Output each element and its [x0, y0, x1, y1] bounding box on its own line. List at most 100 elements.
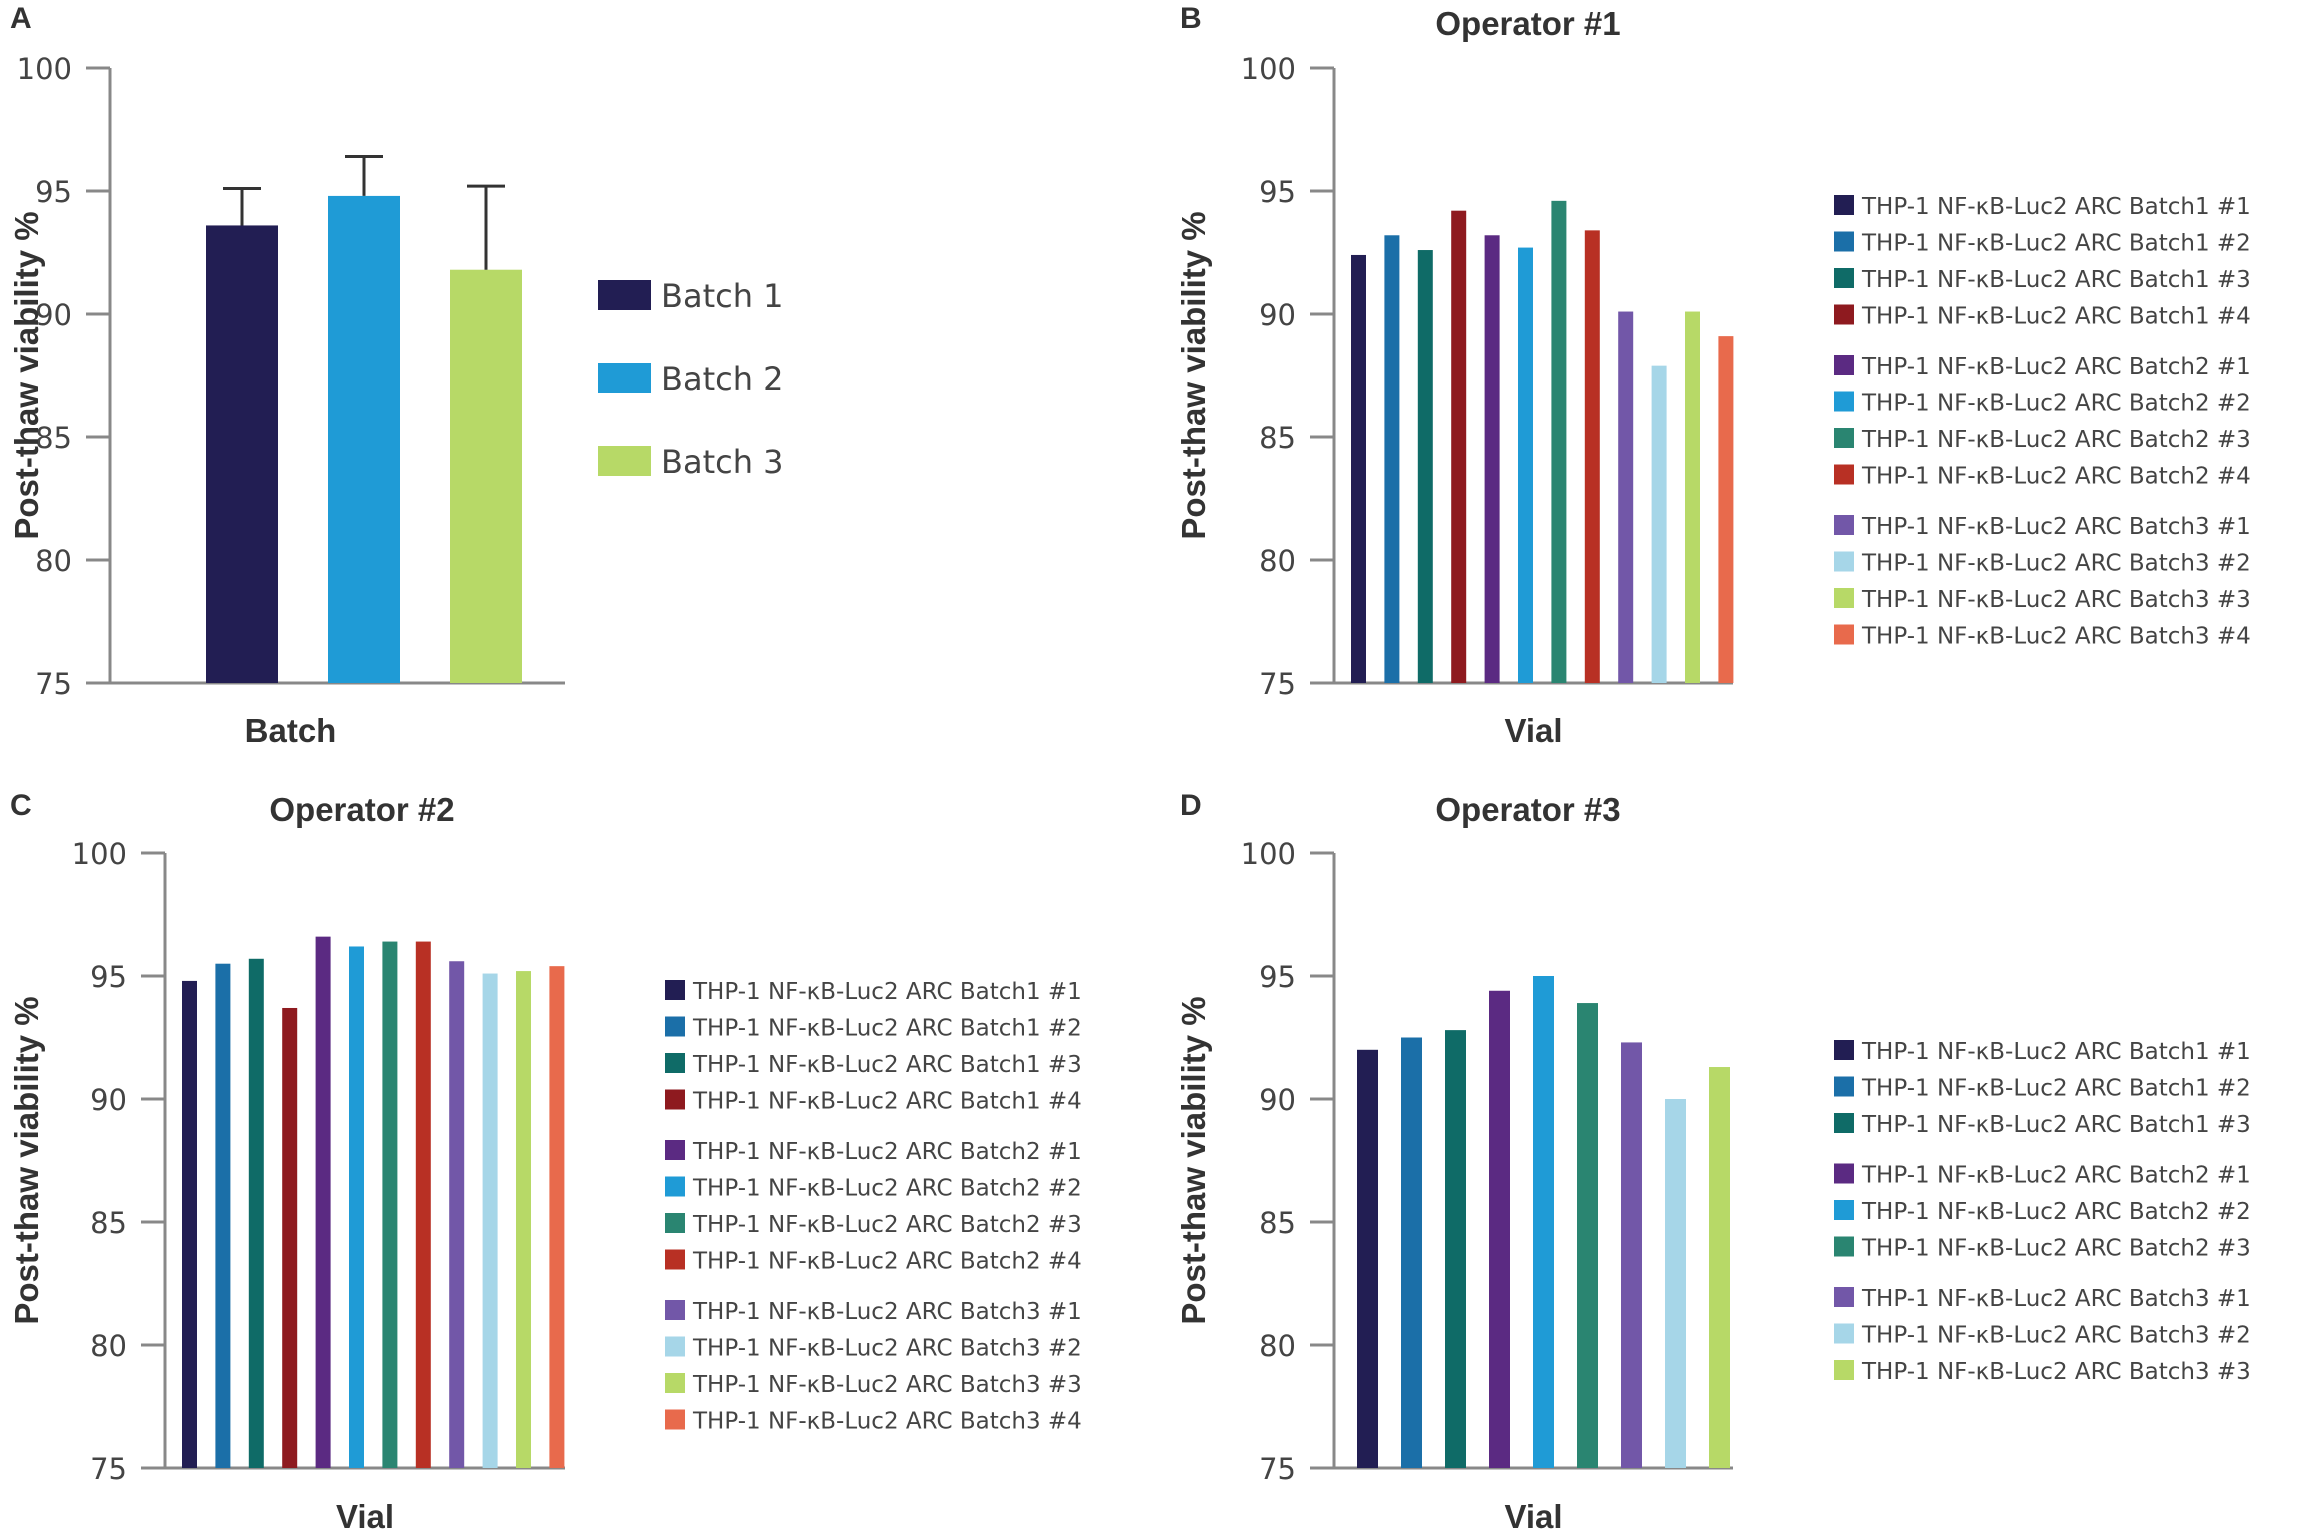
bar	[1489, 990, 1510, 1468]
legend-swatch	[1834, 195, 1854, 215]
legend-label: THP-1 NF-κB-Luc2 ARC Batch1 #4	[1861, 304, 2251, 330]
bar	[1718, 336, 1734, 683]
legend-label: THP-1 NF-κB-Luc2 ARC Batch2 #1	[692, 1139, 1082, 1165]
bar	[349, 946, 364, 1468]
bar	[1357, 1049, 1378, 1468]
y-tick-label: 95	[1259, 960, 1296, 994]
bar	[1351, 254, 1366, 683]
legend-label: THP-1 NF-κB-Luc2 ARC Batch3 #1	[692, 1299, 1082, 1325]
legend-label: THP-1 NF-κB-Luc2 ARC Batch1 #4	[692, 1089, 1082, 1115]
bar	[1484, 235, 1500, 683]
legend-label: THP-1 NF-κB-Luc2 ARC Batch2 #2	[1861, 391, 2251, 417]
y-tick-label: 75	[1259, 1452, 1296, 1486]
legend-label: THP-1 NF-κB-Luc2 ARC Batch1 #1	[1861, 1039, 2251, 1065]
panel-letter: A	[10, 2, 32, 35]
bar	[1577, 1003, 1598, 1468]
y-tick-label: 100	[17, 52, 72, 86]
y-tick-label: 100	[1241, 52, 1296, 86]
y-tick-label: 85	[35, 421, 72, 455]
bar	[328, 195, 400, 684]
legend: THP-1 NF-κB-Luc2 ARC Batch1 #1 THP-1 NF-κ…	[1834, 194, 2251, 650]
y-axis-label: Post-thaw viability %	[8, 996, 45, 1324]
legend-swatch	[1834, 551, 1854, 572]
legend-label: THP-1 NF-κB-Luc2 ARC Batch2 #2	[692, 1176, 1082, 1202]
y-tick-label: 90	[90, 1083, 127, 1117]
x-axis-label: Batch	[245, 712, 337, 749]
chart-panel-c: C Operator #2 75 80 85 90 95 100 Vial Post-thaw v…	[8, 789, 1082, 1535]
legend-label: THP-1 NF-κB-Luc2 ARC Batch1 #3	[1861, 1112, 2251, 1138]
y-tick-label: 95	[90, 960, 127, 994]
legend-swatch	[665, 1336, 685, 1357]
chart-panel-a: A 75 80 85 90 95 100 Batch Post-thaw viability %…	[8, 2, 784, 749]
bar	[415, 941, 431, 1468]
y-tick-label: 75	[1259, 667, 1296, 701]
bar	[1445, 1030, 1466, 1468]
error-bar	[345, 155, 383, 196]
y-tick-label: 95	[1259, 175, 1296, 209]
legend-swatch	[665, 1300, 685, 1320]
legend-swatch	[1834, 1163, 1854, 1184]
bar	[1709, 1067, 1730, 1468]
legend-label: THP-1 NF-κB-Luc2 ARC Batch1 #2	[692, 1016, 1082, 1042]
bar	[206, 225, 278, 683]
legend-label: THP-1 NF-κB-Luc2 ARC Batch2 #1	[1861, 1163, 2251, 1189]
bar	[248, 958, 264, 1468]
bar	[1584, 230, 1600, 684]
legend-label: THP-1 NF-κB-Luc2 ARC Batch2 #4	[1861, 464, 2251, 490]
legend-swatch	[1834, 1287, 1854, 1307]
y-tick-label: 90	[35, 298, 72, 332]
legend-swatch	[1834, 588, 1854, 608]
y-tick-label: 100	[72, 837, 127, 871]
bar	[1651, 365, 1667, 683]
legend-swatch	[1834, 1323, 1854, 1344]
y-axis-label: Post-thaw viability %	[1175, 996, 1212, 1324]
chart-title: Operator #2	[269, 791, 454, 828]
legend-swatch	[665, 1089, 685, 1110]
legend-label: THP-1 NF-κB-Luc2 ARC Batch1 #2	[1861, 231, 2251, 257]
legend-label: THP-1 NF-κB-Luc2 ARC Batch3 #2	[1861, 551, 2251, 577]
bar	[549, 966, 565, 1468]
chart-panel-b: B Operator #1 75 80 85 90 95 100 Vial Post-thaw v…	[1175, 2, 2251, 749]
x-axis-label: Vial	[1504, 712, 1562, 749]
legend-swatch	[1834, 231, 1854, 252]
legend-swatch	[1834, 1360, 1854, 1380]
chart-title: Operator #3	[1435, 791, 1620, 828]
y-tick-label: 80	[1259, 544, 1296, 578]
legend-label: THP-1 NF-κB-Luc2 ARC Batch1 #3	[1861, 267, 2251, 293]
bar	[1665, 1099, 1686, 1468]
error-bar	[467, 184, 505, 270]
legend-swatch	[665, 1176, 685, 1197]
legend-label: THP-1 NF-κB-Luc2 ARC Batch2 #3	[1861, 1236, 2251, 1262]
legend-label: THP-1 NF-κB-Luc2 ARC Batch3 #2	[692, 1336, 1082, 1362]
legend-swatch	[598, 363, 651, 393]
legend-label: THP-1 NF-κB-Luc2 ARC Batch3 #4	[692, 1409, 1082, 1435]
legend-swatch	[1834, 464, 1854, 485]
legend-label: THP-1 NF-κB-Luc2 ARC Batch2 #3	[1861, 427, 2251, 453]
legend-label: Batch 1	[661, 277, 784, 315]
legend-swatch	[1834, 304, 1854, 325]
legend: Batch 1 Batch 2 Batch 3	[598, 277, 784, 481]
legend-swatch	[1834, 268, 1854, 288]
legend: THP-1 NF-κB-Luc2 ARC Batch1 #1 THP-1 NF-κ…	[665, 979, 1082, 1435]
legend-swatch	[1834, 355, 1854, 375]
bar	[482, 973, 498, 1468]
legend-swatch	[665, 980, 685, 1000]
y-tick-label: 85	[1259, 1206, 1296, 1240]
y-tick-label: 80	[1259, 1329, 1296, 1363]
y-tick-label: 100	[1241, 837, 1296, 871]
y-tick-label: 75	[35, 667, 72, 701]
legend-label: THP-1 NF-κB-Luc2 ARC Batch3 #3	[692, 1372, 1082, 1398]
chart-title: Operator #1	[1435, 5, 1620, 42]
error-bar	[223, 187, 261, 226]
bar	[1618, 311, 1634, 683]
legend-label: Batch 3	[661, 443, 784, 481]
y-tick-label: 80	[90, 1329, 127, 1363]
legend-swatch	[1834, 624, 1854, 645]
panel-letter: C	[10, 789, 32, 822]
legend-label: THP-1 NF-κB-Luc2 ARC Batch3 #1	[1861, 514, 2251, 540]
legend-swatch	[665, 1140, 685, 1160]
bar	[1621, 1042, 1642, 1468]
chart-panel-d: D Operator #3 75 80 85 90 95 100 Vial Post-thaw v…	[1175, 789, 2251, 1535]
legend-label: THP-1 NF-κB-Luc2 ARC Batch1 #2	[1861, 1076, 2251, 1102]
